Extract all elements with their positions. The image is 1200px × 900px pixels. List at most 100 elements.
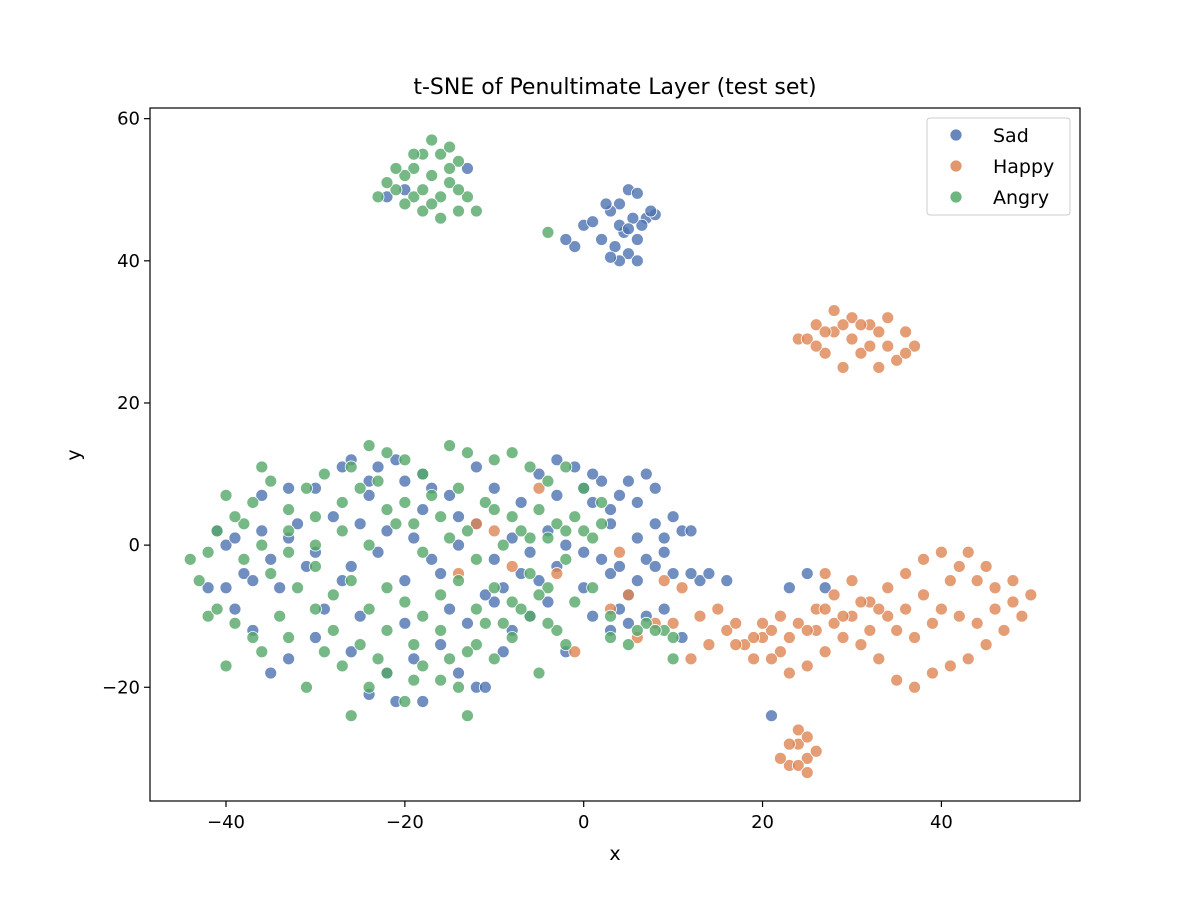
data-point-angry-48 [317, 467, 331, 481]
data-point-happy-19 [899, 346, 913, 360]
data-point-happy-25 [774, 645, 787, 659]
data-point-happy-65 [800, 751, 814, 765]
data-point-happy-83 [952, 609, 966, 623]
data-point-angry-93 [362, 602, 376, 616]
data-point-angry-40 [532, 503, 546, 516]
data-point-angry-52 [237, 517, 251, 531]
data-point-sad-31 [613, 488, 626, 502]
data-point-angry-114 [335, 524, 349, 538]
data-point-sad-58 [452, 538, 465, 552]
data-point-happy-55 [720, 624, 734, 637]
data-point-happy-63 [693, 609, 707, 623]
data-point-sad-41 [666, 510, 680, 524]
x-tick-label: −40 [207, 812, 245, 833]
data-point-happy-57 [684, 652, 698, 666]
data-point-angry-33 [487, 453, 501, 467]
chart-title: t-SNE of Penultimate Layer (test set) [413, 75, 816, 100]
data-point-angry-135 [353, 481, 367, 495]
data-point-angry-138 [434, 510, 448, 524]
data-point-happy-46 [908, 680, 921, 694]
data-point-sad-64 [344, 560, 358, 573]
data-point-sad-19 [599, 197, 613, 211]
data-point-angry-156 [559, 524, 573, 538]
data-point-happy-88 [961, 545, 975, 559]
data-point-angry-4 [452, 154, 465, 168]
data-point-angry-121 [407, 638, 421, 652]
data-point-angry-42 [478, 496, 492, 509]
data-point-angry-98 [452, 574, 465, 588]
data-point-angry-77 [523, 609, 537, 623]
data-point-happy-68 [791, 723, 805, 737]
legend-marker-sad [949, 128, 963, 142]
data-point-sad-138 [228, 531, 242, 545]
data-point-sad-68 [273, 581, 287, 595]
data-point-happy-73 [800, 766, 814, 779]
data-point-sad-26 [461, 162, 474, 175]
data-point-angry-13 [416, 204, 430, 218]
data-point-happy-26 [791, 616, 805, 630]
data-point-happy-78 [863, 624, 877, 637]
data-point-angry-150 [595, 517, 608, 531]
data-point-sad-141 [398, 474, 412, 488]
data-point-sad-44 [639, 552, 653, 566]
data-point-sad-99 [282, 652, 296, 666]
data-point-happy-67 [809, 744, 823, 758]
data-point-angry-122 [434, 624, 448, 637]
data-point-angry-71 [434, 673, 448, 687]
data-point-angry-47 [344, 460, 358, 474]
data-point-angry-41 [505, 510, 519, 524]
data-point-sad-70 [237, 567, 251, 580]
data-point-angry-35 [523, 460, 537, 474]
data-point-sad-62 [380, 524, 394, 538]
data-point-angry-155 [666, 631, 680, 644]
data-point-happy-17 [863, 339, 877, 353]
data-point-sad-21 [622, 222, 635, 236]
data-point-angry-34 [505, 446, 519, 460]
data-point-sad-152 [613, 560, 626, 573]
data-point-sad-115 [657, 602, 671, 616]
data-point-happy-108 [568, 645, 582, 659]
data-point-angry-78 [532, 666, 546, 680]
data-point-sad-45 [648, 560, 662, 573]
data-point-sad-129 [425, 552, 439, 566]
data-point-sad-151 [684, 567, 698, 580]
data-point-angry-132 [514, 602, 528, 616]
data-point-sad-32 [604, 503, 617, 516]
data-point-angry-14 [407, 190, 421, 204]
data-point-angry-56 [192, 574, 206, 588]
data-point-angry-23 [443, 162, 456, 175]
data-point-happy-98 [782, 631, 796, 644]
data-point-happy-70 [774, 751, 787, 765]
data-point-angry-102 [523, 567, 537, 580]
x-tick-label: 20 [751, 812, 774, 833]
data-point-sad-111 [586, 609, 600, 623]
data-point-angry-91 [326, 588, 340, 602]
data-point-sad-98 [309, 631, 322, 644]
data-point-angry-125 [282, 631, 296, 644]
data-point-sad-49 [604, 567, 617, 580]
data-point-happy-18 [881, 339, 895, 353]
y-tick-label: 40 [117, 251, 140, 272]
data-point-sad-148 [630, 531, 644, 545]
data-point-sad-119 [720, 574, 734, 588]
data-point-angry-149 [586, 531, 600, 545]
data-point-happy-69 [800, 730, 814, 744]
data-point-angry-126 [255, 645, 269, 659]
data-point-angry-59 [210, 602, 224, 616]
data-point-sad-52 [559, 538, 573, 552]
data-point-angry-12 [434, 211, 448, 225]
data-point-happy-12 [818, 346, 832, 360]
data-point-angry-145 [282, 524, 296, 538]
data-point-happy-20 [872, 325, 886, 339]
data-point-angry-11 [452, 204, 465, 218]
data-point-sad-60 [416, 503, 430, 516]
data-point-happy-33 [917, 552, 930, 566]
data-point-angry-39 [595, 496, 608, 509]
data-point-angry-24 [407, 147, 421, 161]
data-point-angry-100 [487, 581, 501, 595]
data-point-sad-74 [469, 460, 483, 474]
data-point-angry-2 [434, 147, 448, 161]
data-point-sad-120 [782, 581, 796, 595]
data-point-angry-46 [371, 474, 385, 488]
